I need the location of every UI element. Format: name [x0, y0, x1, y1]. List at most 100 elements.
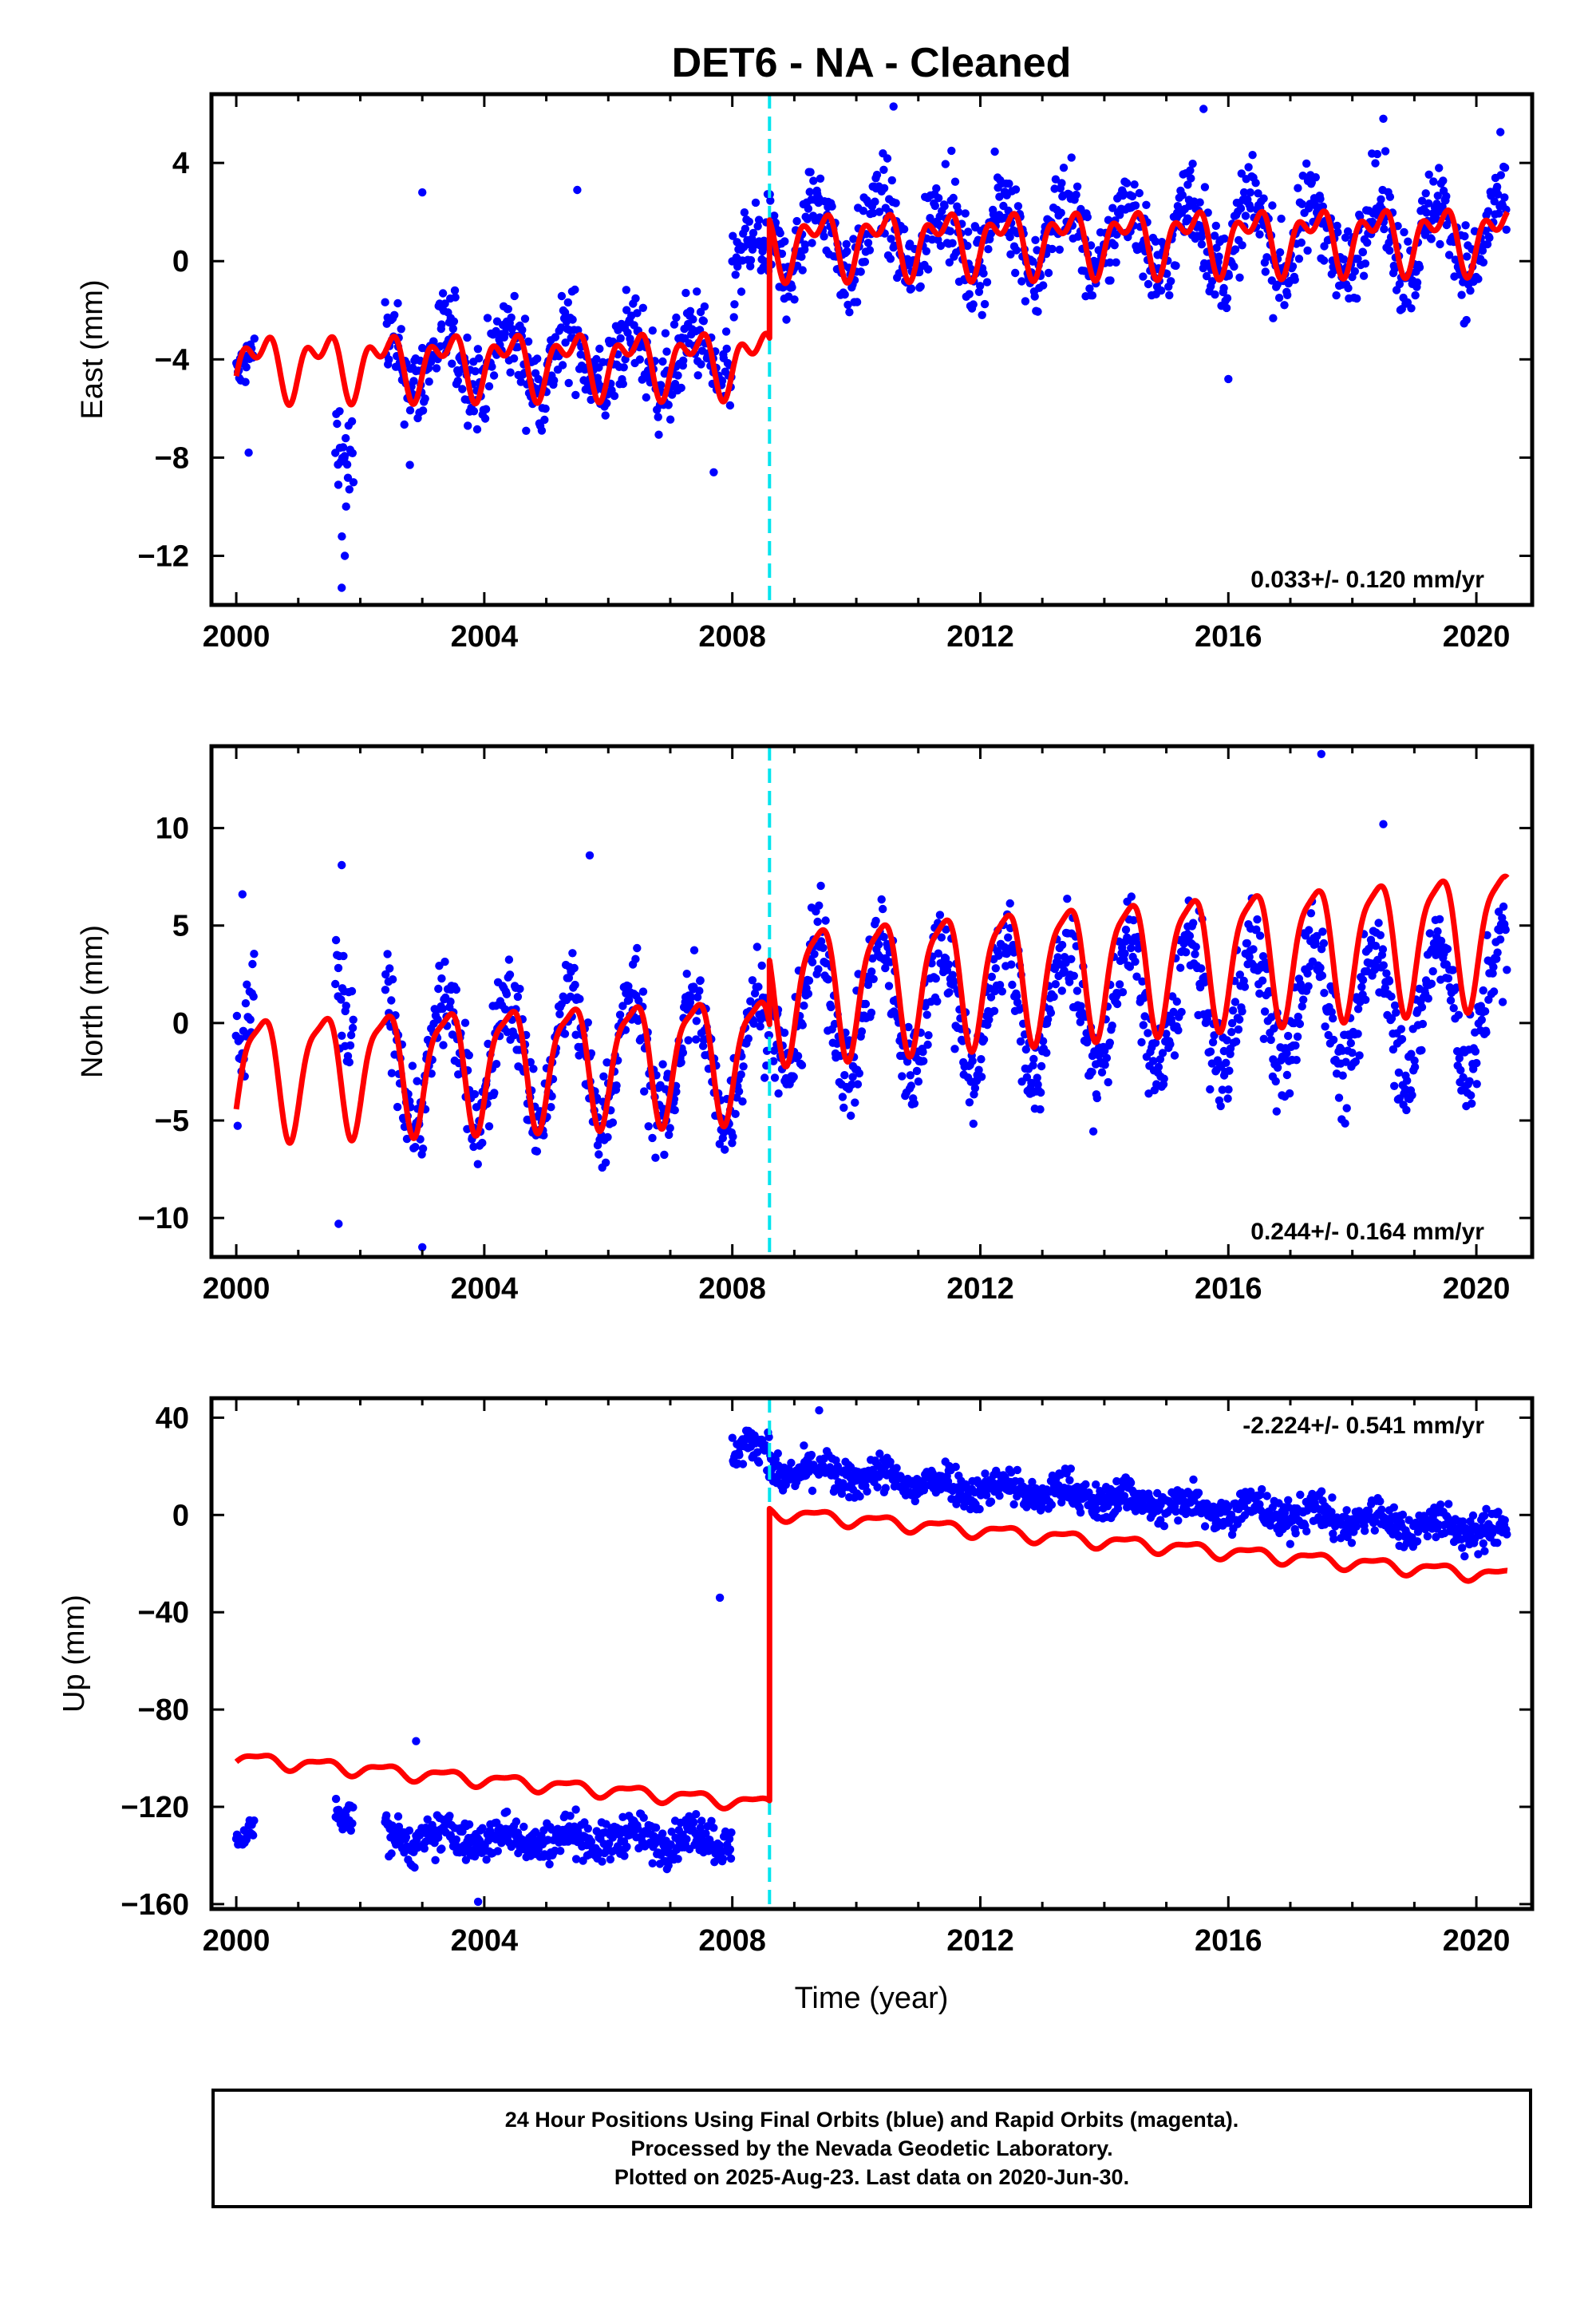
data-point: [1177, 1007, 1186, 1017]
y-tick-label: 0: [172, 1499, 189, 1532]
outlier-point: [1199, 105, 1208, 113]
data-point: [631, 954, 640, 963]
data-point: [551, 333, 560, 342]
data-point: [944, 960, 954, 969]
velocity-rate-label: 0.244+/- 0.164 mm/yr: [1250, 1219, 1484, 1245]
data-point: [770, 211, 779, 220]
y-tick-label: −10: [138, 1202, 189, 1235]
data-point: [411, 1143, 420, 1152]
data-point: [1351, 1057, 1361, 1066]
data-point: [1498, 914, 1507, 923]
data-point: [1299, 995, 1308, 1004]
data-point: [1290, 275, 1299, 284]
y-tick-label: −4: [155, 343, 189, 377]
data-point: [1083, 212, 1092, 222]
data-point: [1206, 1047, 1215, 1056]
data-point: [1009, 1500, 1018, 1509]
data-point: [1429, 177, 1438, 186]
data-point: [726, 1854, 736, 1863]
data-point: [1216, 1101, 1225, 1111]
data-point: [1376, 1497, 1385, 1506]
data-point: [1065, 1476, 1074, 1485]
data-point: [1260, 1007, 1270, 1016]
data-point: [1292, 1056, 1301, 1065]
data-point: [863, 1487, 871, 1496]
data-point: [1492, 182, 1502, 192]
data-point: [1328, 1493, 1337, 1502]
data-point: [1038, 1037, 1048, 1045]
data-point: [986, 229, 996, 238]
data-point: [693, 993, 702, 1002]
data-point: [717, 377, 727, 385]
data-point: [1231, 1037, 1241, 1046]
data-point: [599, 1072, 608, 1081]
data-point: [1249, 945, 1258, 954]
data-point: [1415, 263, 1424, 272]
data-point: [739, 1062, 748, 1071]
data-point: [1222, 303, 1231, 313]
data-point: [250, 1816, 259, 1825]
data-point: [1499, 902, 1508, 911]
data-point: [798, 1021, 807, 1030]
data-point: [1385, 246, 1394, 255]
data-point: [1223, 1036, 1231, 1045]
data-point: [1127, 892, 1136, 901]
data-point: [446, 997, 455, 1006]
data-point: [1104, 215, 1113, 224]
outlier-point: [244, 449, 253, 457]
outlier-point: [1317, 749, 1326, 758]
data-point: [1051, 175, 1061, 184]
data-point: [634, 996, 643, 1005]
data-point: [980, 299, 990, 309]
data-point: [409, 377, 418, 385]
data-point: [1295, 1019, 1305, 1029]
data-point: [907, 1081, 916, 1090]
data-point: [804, 204, 813, 213]
data-point: [1488, 969, 1497, 978]
data-point: [1139, 1021, 1148, 1030]
data-point: [1353, 294, 1361, 303]
data-point: [348, 1819, 357, 1828]
data-point: [400, 420, 409, 429]
data-point: [1081, 1480, 1090, 1489]
data-point: [484, 1122, 494, 1131]
data-point: [871, 916, 880, 926]
data-point: [697, 1816, 706, 1825]
data-point: [852, 298, 862, 306]
y-tick-label: 4: [172, 147, 189, 180]
data-point: [1294, 1012, 1303, 1022]
data-point: [1294, 255, 1304, 263]
data-point: [1503, 966, 1511, 974]
data-point: [875, 207, 884, 216]
data-point: [677, 383, 685, 393]
data-point: [1403, 1076, 1412, 1085]
data-point: [926, 214, 934, 223]
data-point: [460, 1018, 470, 1027]
data-point: [1341, 1057, 1350, 1066]
data-point: [1460, 1551, 1469, 1561]
data-point: [1172, 997, 1182, 1006]
data-point: [1302, 159, 1311, 168]
data-point: [824, 975, 833, 984]
data-point: [513, 992, 523, 1002]
data-point: [233, 1121, 242, 1130]
outlier-point: [340, 551, 350, 560]
data-point: [473, 345, 483, 354]
data-point: [1252, 925, 1261, 934]
data-point: [1261, 267, 1270, 276]
x-tick-label: 2016: [1195, 1272, 1262, 1306]
data-point: [979, 269, 988, 278]
data-point: [804, 976, 814, 985]
data-point: [648, 1133, 657, 1143]
y-axis-title: North (mm): [76, 925, 109, 1078]
data-point: [788, 283, 796, 292]
data-point: [1135, 188, 1144, 198]
data-point: [911, 1496, 920, 1506]
outlier-point: [715, 1593, 725, 1603]
data-point: [339, 951, 348, 961]
data-point: [1159, 1074, 1168, 1083]
data-point: [737, 287, 746, 296]
data-point: [349, 1803, 358, 1812]
data-point: [970, 1090, 978, 1099]
data-point: [780, 237, 789, 246]
